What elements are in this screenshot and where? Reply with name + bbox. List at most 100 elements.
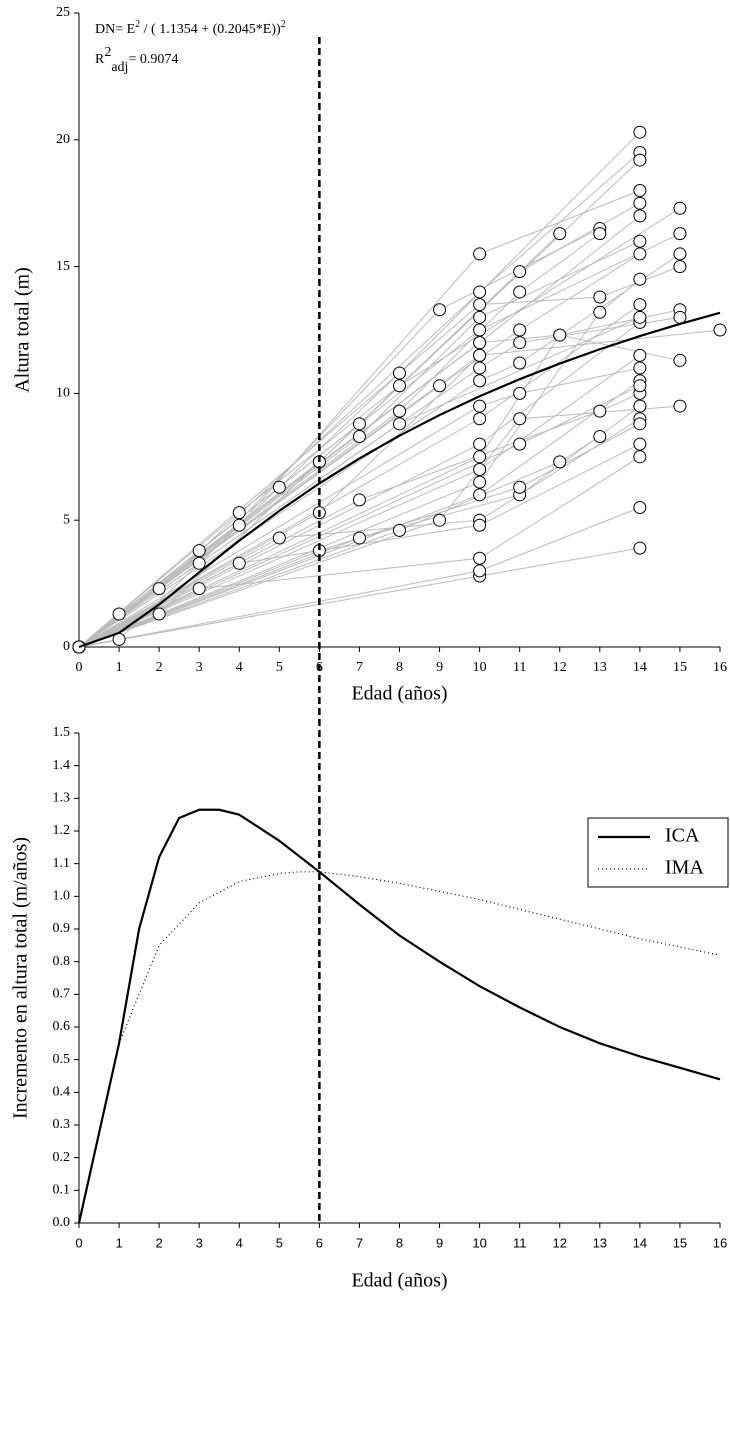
observation — [633, 541, 647, 555]
observation — [473, 488, 487, 502]
x-tick-label: 12 — [553, 1235, 567, 1250]
x-tick-label: 13 — [593, 1235, 607, 1250]
observation — [633, 247, 647, 261]
trajectory-line — [78, 233, 681, 648]
observation — [473, 412, 487, 426]
observation — [633, 209, 647, 223]
x-axis-label: Edad (años) — [351, 683, 447, 705]
x-tick-label: 7 — [356, 1235, 363, 1250]
observation — [473, 310, 487, 324]
x-tick-label: 8 — [396, 660, 403, 675]
x-tick-label: 1 — [116, 660, 123, 675]
observation — [673, 227, 687, 241]
observation — [673, 353, 687, 367]
y-tick-label: 1.1 — [53, 856, 71, 871]
observation — [513, 480, 527, 494]
legend-box — [587, 817, 729, 888]
y-tick-label: 0.9 — [53, 921, 71, 936]
observation — [633, 310, 647, 324]
observation — [633, 417, 647, 431]
trajectory-line — [78, 507, 641, 648]
equation-part: / ( 1.1354 + (0.2045*E)) — [140, 22, 281, 37]
observation — [192, 556, 206, 570]
x-tick-label: 15 — [673, 660, 687, 675]
trajectory-line — [78, 321, 641, 648]
observation — [633, 501, 647, 515]
observation — [513, 323, 527, 337]
y-axis-label: Altura total (m) — [12, 267, 34, 393]
series-line — [77, 808, 721, 1224]
observation — [272, 531, 286, 545]
x-tick-label: 9 — [436, 660, 443, 675]
y-tick-label: 25 — [56, 5, 70, 20]
observation — [393, 417, 406, 431]
observation — [352, 531, 366, 545]
fit-curve — [78, 311, 721, 649]
observation — [633, 196, 647, 210]
r-squared-part: R — [95, 52, 105, 67]
observation — [633, 153, 647, 167]
observation — [433, 303, 447, 317]
observation — [513, 412, 527, 426]
y-tick-label: 1.4 — [53, 758, 71, 773]
observation — [473, 374, 487, 388]
observation — [553, 227, 567, 241]
observation — [633, 298, 647, 312]
observation — [152, 607, 166, 621]
observation — [673, 310, 687, 324]
x-tick-label: 5 — [276, 1235, 283, 1250]
y-tick-label: 0.8 — [53, 954, 71, 969]
observation — [513, 356, 527, 370]
x-tick-label: 16 — [713, 1235, 727, 1250]
observation — [553, 328, 567, 342]
x-tick-label: 9 — [436, 1235, 443, 1250]
y-tick-label: 5 — [63, 512, 70, 527]
observation — [232, 506, 246, 520]
y-tick-label: 0.3 — [53, 1117, 71, 1132]
x-tick-label: 4 — [236, 1235, 243, 1250]
observation — [633, 348, 647, 362]
observation — [473, 323, 487, 337]
observation — [433, 513, 447, 527]
observation — [393, 523, 406, 537]
legend-label: ICA — [665, 825, 700, 847]
x-tick-label: 11 — [513, 1235, 527, 1250]
observation — [352, 493, 366, 507]
y-tick-label: 10 — [56, 386, 70, 401]
x-tick-label: 11 — [513, 660, 526, 675]
observation — [633, 450, 647, 464]
equation-part: DN= E — [95, 22, 135, 37]
x-tick-label: 13 — [593, 660, 607, 675]
observation — [473, 462, 487, 476]
x-tick-label: 2 — [156, 660, 163, 675]
observation — [473, 551, 487, 565]
x-tick-label: 0 — [76, 660, 83, 675]
x-tick-label: 16 — [713, 660, 727, 675]
y-tick-label: 1.3 — [53, 791, 71, 806]
x-tick-label: 15 — [673, 1235, 687, 1250]
equation-part: 2 — [135, 19, 140, 30]
observation — [513, 265, 527, 279]
observation — [513, 285, 527, 299]
observation — [673, 399, 687, 413]
observation — [513, 386, 527, 400]
trajectory-line — [78, 152, 641, 648]
x-tick-label: 8 — [396, 1235, 403, 1250]
y-tick-label: 20 — [56, 132, 70, 147]
observation — [633, 272, 647, 286]
observation — [633, 184, 647, 198]
y-tick-label: 0.5 — [53, 1052, 71, 1067]
observation — [513, 336, 527, 350]
y-tick-label: 0.1 — [53, 1183, 71, 1198]
x-tick-label: 7 — [356, 660, 363, 675]
y-tick-label: 0 — [63, 639, 70, 654]
y-tick-label: 0.0 — [53, 1215, 71, 1230]
observation — [473, 247, 487, 261]
observation — [473, 518, 487, 532]
x-axis-label: Edad (años) — [351, 1270, 447, 1292]
observation — [593, 305, 607, 319]
x-tick-label: 6 — [316, 1235, 323, 1250]
legend-label: IMA — [665, 857, 704, 879]
observation — [192, 544, 206, 558]
x-tick-label: 1 — [115, 1235, 122, 1250]
